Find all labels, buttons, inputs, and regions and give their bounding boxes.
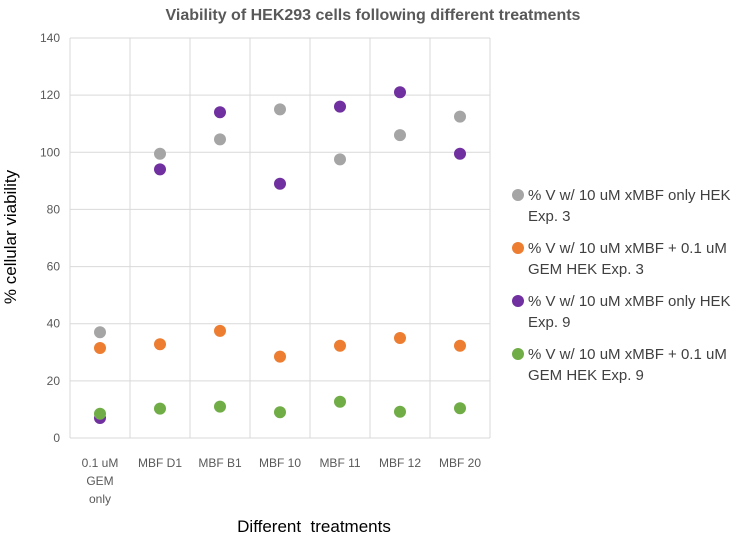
data-point-series-2 (94, 342, 106, 354)
data-point-series-2 (214, 324, 226, 337)
data-point-series-4 (274, 406, 286, 419)
data-point-series-4 (394, 405, 406, 418)
y-axis-ticks: 0 20 40 60 80 100 120 140 (40, 31, 60, 445)
data-point-series-3 (454, 147, 466, 160)
legend-marker (512, 295, 524, 307)
data-point-series-1 (394, 129, 406, 142)
y-tick-label: 100 (40, 145, 60, 159)
legend-marker (512, 189, 524, 201)
legend-label: % V w/ 10 uM xMBF + 0.1 uM GEM HEK Exp. 3 (528, 240, 727, 278)
data-point-series-2 (454, 339, 466, 352)
data-point-series-4 (454, 402, 466, 415)
data-point-series-4 (94, 407, 106, 420)
legend-label: % V w/ 10 uM xMBF only HEK Exp. 9 (528, 293, 731, 331)
data-point-series-1 (274, 103, 286, 116)
legend-label: % V w/ 10 uM xMBF only HEK Exp. 3 (528, 187, 731, 225)
data-point-series-1 (94, 326, 106, 339)
y-tick-label: 60 (47, 260, 61, 274)
data-point-series-1 (454, 110, 466, 123)
data-point-series-1 (334, 153, 346, 166)
data-point-series-2 (154, 338, 166, 351)
data-point-series-1 (214, 133, 226, 146)
x-axis-ticks: 0.1 uM GEM only MBF D1 MBF B1 MBF 10 MBF 11 MBF… (82, 456, 482, 506)
data-point-series-2 (394, 332, 406, 344)
x-tick-label: MBF 10 (259, 456, 301, 470)
legend-marker (512, 348, 524, 360)
data-point-series-3 (334, 100, 346, 113)
y-tick-label: 40 (47, 317, 61, 331)
data-point-series-4 (154, 402, 166, 415)
legend: % V w/ 10 uM xMBF only HEK Exp. 3 % V w/ 1… (512, 187, 731, 384)
data-point-series-3 (214, 106, 226, 119)
data-points (94, 86, 466, 424)
y-tick-label: 0 (53, 431, 60, 445)
x-tick-label: 0.1 uM GEM only (82, 456, 119, 506)
data-point-series-4 (334, 395, 346, 408)
x-tick-label: MBF 12 (379, 456, 421, 470)
legend-marker (512, 242, 524, 254)
y-axis-title: % cellular viability (1, 169, 20, 304)
data-point-series-3 (274, 177, 286, 190)
chart-title: Viability of HEK293 cells following diff… (166, 7, 581, 24)
legend-label: % V w/ 10 uM xMBF + 0.1 uM GEM HEK Exp. 9 (528, 346, 727, 384)
data-point-series-1 (154, 147, 166, 160)
x-tick-label: MBF 20 (439, 456, 481, 470)
y-tick-label: 20 (47, 374, 61, 388)
gridlines (69, 37, 491, 439)
x-tick-label: MBF B1 (198, 456, 242, 470)
data-point-series-2 (334, 339, 346, 352)
y-tick-label: 140 (40, 31, 60, 45)
x-tick-label: MBF D1 (138, 456, 182, 470)
y-tick-label: 120 (40, 88, 60, 102)
data-point-series-2 (274, 350, 286, 363)
x-tick-label: MBF 11 (319, 456, 360, 470)
data-point-series-3 (394, 86, 406, 99)
data-point-series-3 (154, 163, 166, 176)
x-axis-title: Different treatments (237, 517, 391, 536)
y-tick-label: 80 (47, 202, 61, 216)
data-point-series-4 (214, 400, 226, 413)
